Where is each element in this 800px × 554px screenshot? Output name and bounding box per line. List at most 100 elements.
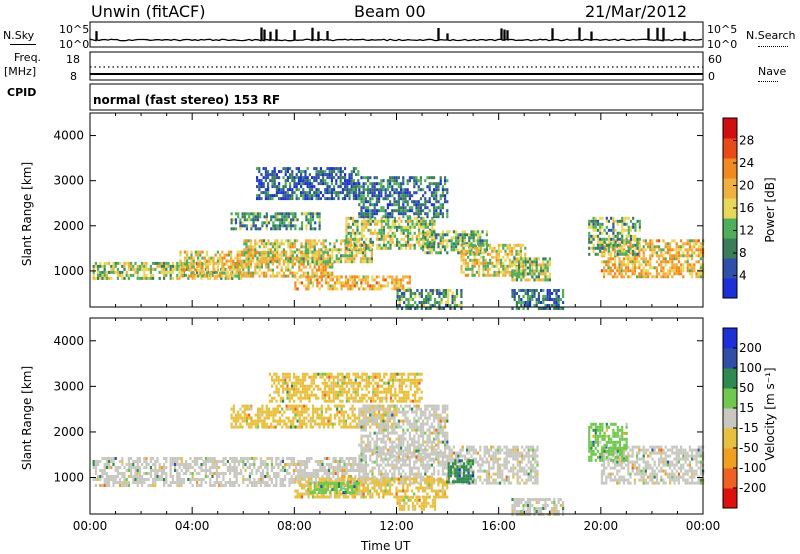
heatmap-cell xyxy=(190,268,193,272)
heatmap-cell xyxy=(326,188,329,192)
heatmap-cell xyxy=(524,301,527,304)
heatmap-cell xyxy=(470,230,473,234)
heatmap-cell xyxy=(324,268,327,272)
heatmap-cell xyxy=(508,270,511,274)
heatmap-cell xyxy=(441,236,444,240)
heatmap-cell xyxy=(404,275,407,279)
heatmap-cell xyxy=(315,257,318,261)
heatmap-cell xyxy=(192,256,195,260)
heatmap-cell xyxy=(514,454,517,458)
heatmap-cell xyxy=(138,472,141,475)
heatmap-cell xyxy=(280,170,283,174)
heatmap-cell xyxy=(494,448,497,452)
heatmap-cell xyxy=(464,243,467,247)
heatmap-cell xyxy=(234,262,237,266)
heatmap-cell xyxy=(680,248,683,252)
heatmap-cell xyxy=(382,209,385,213)
heatmap-cell xyxy=(400,219,403,223)
heatmap-cell xyxy=(502,246,505,250)
heatmap-cell xyxy=(201,271,204,275)
heatmap-cell xyxy=(391,188,394,192)
heatmap-cell xyxy=(355,185,358,189)
heatmap-cell xyxy=(265,259,268,263)
heatmap-cell xyxy=(548,260,551,264)
heatmap-cell xyxy=(224,463,227,466)
heatmap-cell xyxy=(306,176,309,180)
heatmap-cell xyxy=(248,212,251,216)
heatmap-cell xyxy=(413,176,416,180)
heatmap-cell xyxy=(305,224,308,228)
heatmap-cell xyxy=(234,212,238,216)
heatmap-cell xyxy=(483,454,486,458)
heatmap-cell xyxy=(437,200,440,204)
heatmap-cell xyxy=(414,292,417,295)
heatmap-cell xyxy=(469,267,472,271)
heatmap-cell xyxy=(373,284,376,288)
heatmap-cell xyxy=(499,445,502,449)
heatmap-cell xyxy=(322,182,325,186)
heatmap-cell xyxy=(542,260,545,264)
heatmap-cell xyxy=(207,273,210,277)
heatmap-cell xyxy=(223,271,226,275)
heatmap-cell xyxy=(415,466,418,470)
heatmap-cell xyxy=(651,248,654,252)
heatmap-cell xyxy=(165,460,168,463)
heatmap-cell xyxy=(629,249,633,253)
heatmap-cell xyxy=(174,466,177,469)
heatmap-cell xyxy=(331,257,334,261)
heatmap-cell xyxy=(386,284,389,288)
heatmap-cell xyxy=(461,445,464,449)
heatmap-cell xyxy=(489,273,492,277)
heatmap-cell xyxy=(433,194,436,198)
heatmap-cell xyxy=(590,222,593,226)
heatmap-cell xyxy=(634,222,637,226)
heatmap-cell xyxy=(699,272,702,276)
heatmap-cell xyxy=(338,275,341,279)
heatmap-cell xyxy=(92,276,95,280)
heatmap-cell xyxy=(340,260,343,264)
heatmap-cell xyxy=(433,230,436,234)
heatmap-cell xyxy=(418,240,421,244)
heatmap-cell xyxy=(345,472,348,475)
heatmap-cell xyxy=(313,265,316,269)
heatmap-cell xyxy=(180,463,183,466)
heatmap-cell xyxy=(363,234,366,238)
heatmap-cell xyxy=(304,194,307,198)
heatmap-cell xyxy=(396,243,399,247)
heatmap-cell xyxy=(254,224,257,228)
heatmap-cell xyxy=(481,460,484,464)
heatmap-cell xyxy=(693,269,696,273)
heatmap-cell xyxy=(607,228,611,232)
heatmap-cell xyxy=(320,254,323,258)
heatmap-cell xyxy=(232,262,235,266)
heatmap-cell xyxy=(344,194,347,198)
heatmap-cell xyxy=(212,262,215,266)
heatmap-cell xyxy=(285,215,288,219)
heatmap-cell xyxy=(433,191,436,195)
heatmap-cell xyxy=(411,234,414,238)
heatmap-cell xyxy=(488,451,491,455)
heatmap-cell xyxy=(555,307,558,310)
heatmap-cell xyxy=(265,227,268,231)
heatmap-cell xyxy=(274,248,277,252)
heatmap-cell xyxy=(433,188,436,192)
heatmap-cell xyxy=(171,478,174,481)
heatmap-cell xyxy=(320,278,323,282)
heatmap-cell xyxy=(281,460,284,463)
heatmap-cell xyxy=(542,263,545,267)
heatmap-cell xyxy=(437,454,440,458)
heatmap-cell xyxy=(114,466,117,469)
heatmap-cell xyxy=(399,278,403,282)
heatmap-cell xyxy=(513,295,516,298)
heatmap-cell xyxy=(461,242,464,246)
heatmap-cell xyxy=(658,248,661,252)
heatmap-cell xyxy=(262,481,265,484)
heatmap-cell xyxy=(618,246,622,250)
heatmap-cell xyxy=(614,257,617,261)
heatmap-cell xyxy=(298,262,301,266)
heatmap-cell xyxy=(367,191,370,195)
heatmap-cell xyxy=(274,212,277,216)
heatmap-cell xyxy=(108,276,111,280)
heatmap-cell xyxy=(640,272,643,276)
heatmap-cell xyxy=(241,262,244,266)
